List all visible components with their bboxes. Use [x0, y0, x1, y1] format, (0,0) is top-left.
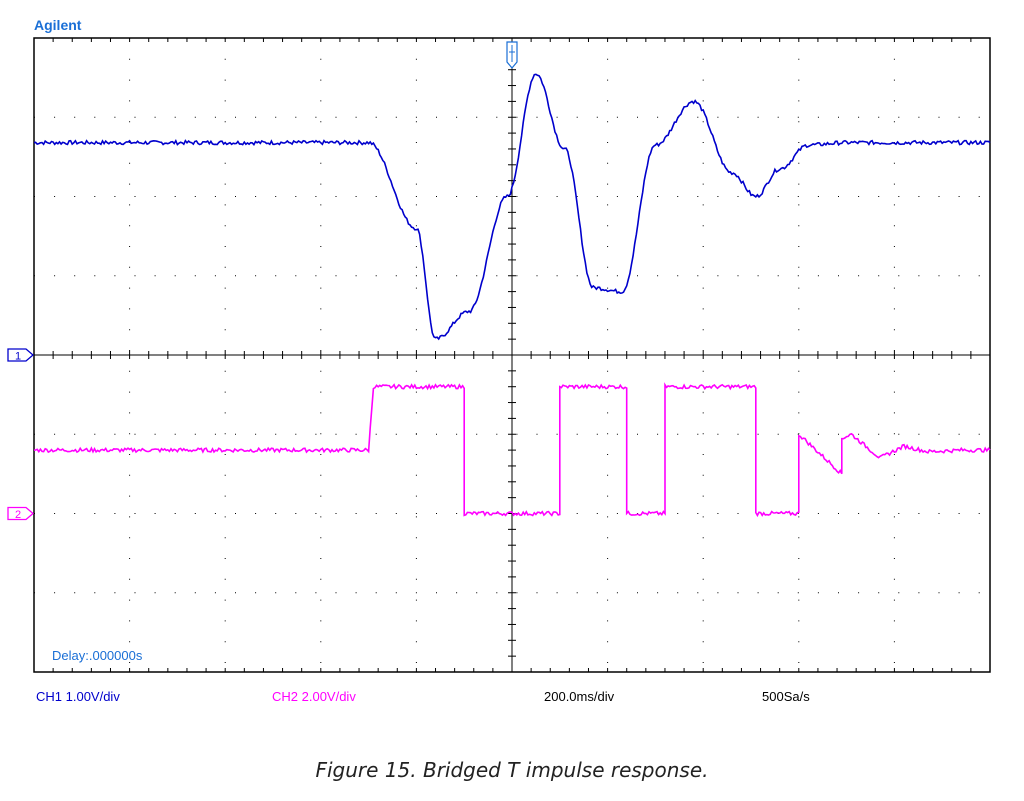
delay-readout: Delay:.000000s	[52, 648, 143, 663]
ch2-ground-marker-shape	[7, 506, 34, 521]
ch1-ground-marker: 1	[7, 348, 34, 363]
channel-markers: 12	[7, 41, 518, 521]
ch2-ground-marker: 2	[7, 506, 34, 521]
timebase-label: 200.0ms/div	[544, 689, 615, 704]
ch1-ground-marker-shape	[7, 348, 34, 362]
graticule	[33, 37, 991, 673]
ch2-ground-marker-label: 2	[15, 509, 21, 521]
trigger-marker	[506, 41, 518, 69]
traces	[33, 73, 991, 518]
ch1-ground-marker-label: 1	[15, 351, 21, 363]
figure-caption: Figure 15. Bridged T impulse response.	[315, 758, 709, 782]
sample-rate-label: 500Sa/s	[762, 689, 810, 704]
ch1-scale-label: CH1 1.00V/div	[36, 689, 120, 704]
trace-ch1	[33, 73, 991, 341]
ch2-scale-label: CH2 2.00V/div	[272, 689, 356, 704]
brand-logo: Agilent	[34, 17, 82, 33]
trace-ch2	[33, 382, 991, 518]
